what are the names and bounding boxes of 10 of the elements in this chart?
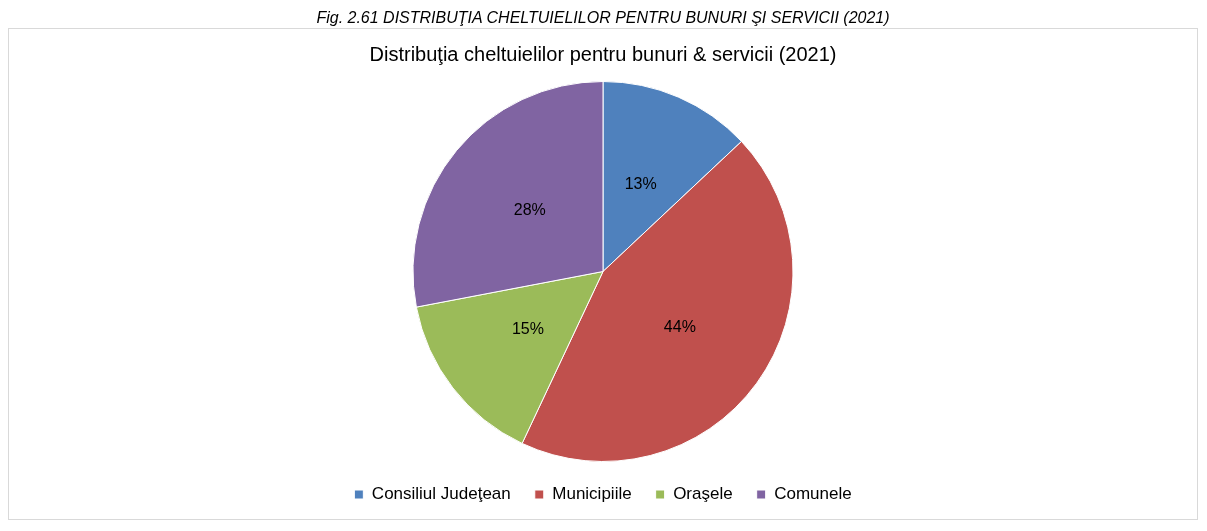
chart-title: Distribuţia cheltuielilor pentru bunuri & servicii (2021)	[369, 42, 837, 65]
caption: Fig. 2.61 DISTRIBUŢIA CHELTUIELILOR PENTRU BUNURI ŞI SERVICII (2021)	[315, 8, 891, 28]
data-label: 13%	[624, 174, 657, 192]
legend-label: Comunele	[774, 484, 852, 504]
data-label: 44%	[663, 317, 696, 335]
legend-label: Oraşele	[673, 484, 733, 504]
legend-label: Municipiile	[552, 484, 632, 504]
legend-label: Consiliul Judeţean	[371, 484, 511, 504]
data-label: 15%	[511, 320, 544, 338]
data-label: 28%	[513, 201, 546, 219]
